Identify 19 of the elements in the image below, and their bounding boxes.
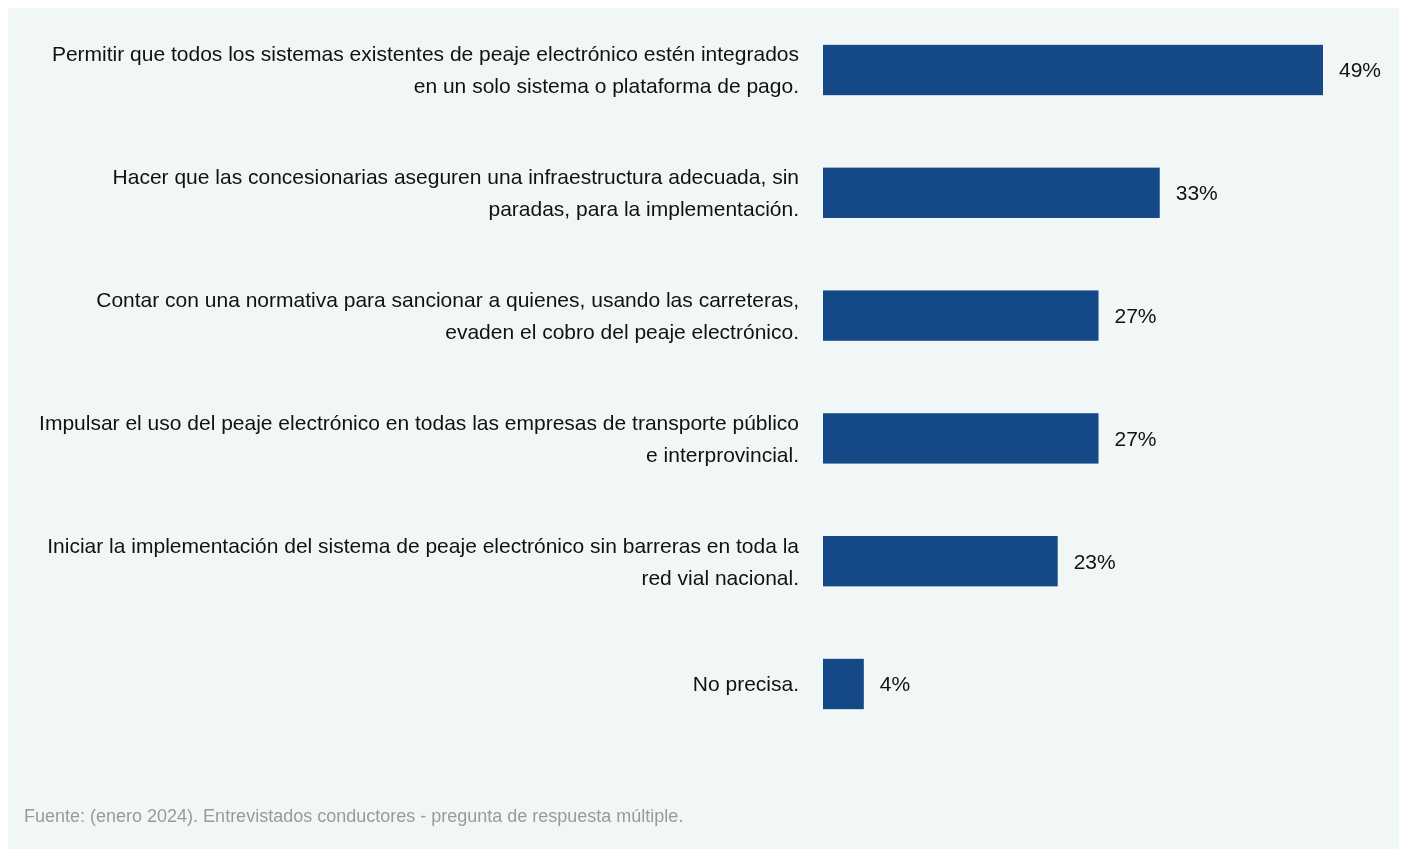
bar — [823, 536, 1058, 587]
y-tick-label: Hacer que las concesionarias aseguren una infraestructura adecuada, sin paradas, para la implementación. — [112, 165, 799, 221]
bar — [823, 290, 1099, 341]
data-label: 49% — [1339, 58, 1382, 82]
bar — [823, 44, 1323, 96]
data-label: 27% — [1114, 426, 1157, 450]
bar — [823, 413, 1099, 464]
y-tick-label: Contar con una normativa para sancionar a quienes, usando las carreteras, evaden el cobro del peaje electrónico. — [96, 287, 799, 343]
y-tick-label: Iniciar la implementación del sistema de peaje electrónico sin barreras en toda la red vial nacional. — [47, 533, 800, 589]
y-tick-label: Permitir que todos los sistemas existentes de peaje electrónico estén integrados en un solo sistema o plataforma de pago. — [51, 42, 799, 98]
source-note: Fuente: (enero 2024). Entrevistados conductores - pregunta de respuesta múltiple. — [24, 806, 684, 826]
bar — [823, 658, 864, 710]
y-tick-label: No precisa. — [692, 672, 799, 696]
y-tick-label: Impulsar el uso del peaje electrónico en todas las empresas de transporte público e interprovincial. — [39, 410, 799, 466]
bar — [823, 167, 1160, 218]
data-label: 27% — [1114, 303, 1157, 327]
data-label: 23% — [1073, 549, 1116, 573]
data-label: 4% — [879, 672, 911, 696]
data-label: 33% — [1175, 181, 1218, 205]
